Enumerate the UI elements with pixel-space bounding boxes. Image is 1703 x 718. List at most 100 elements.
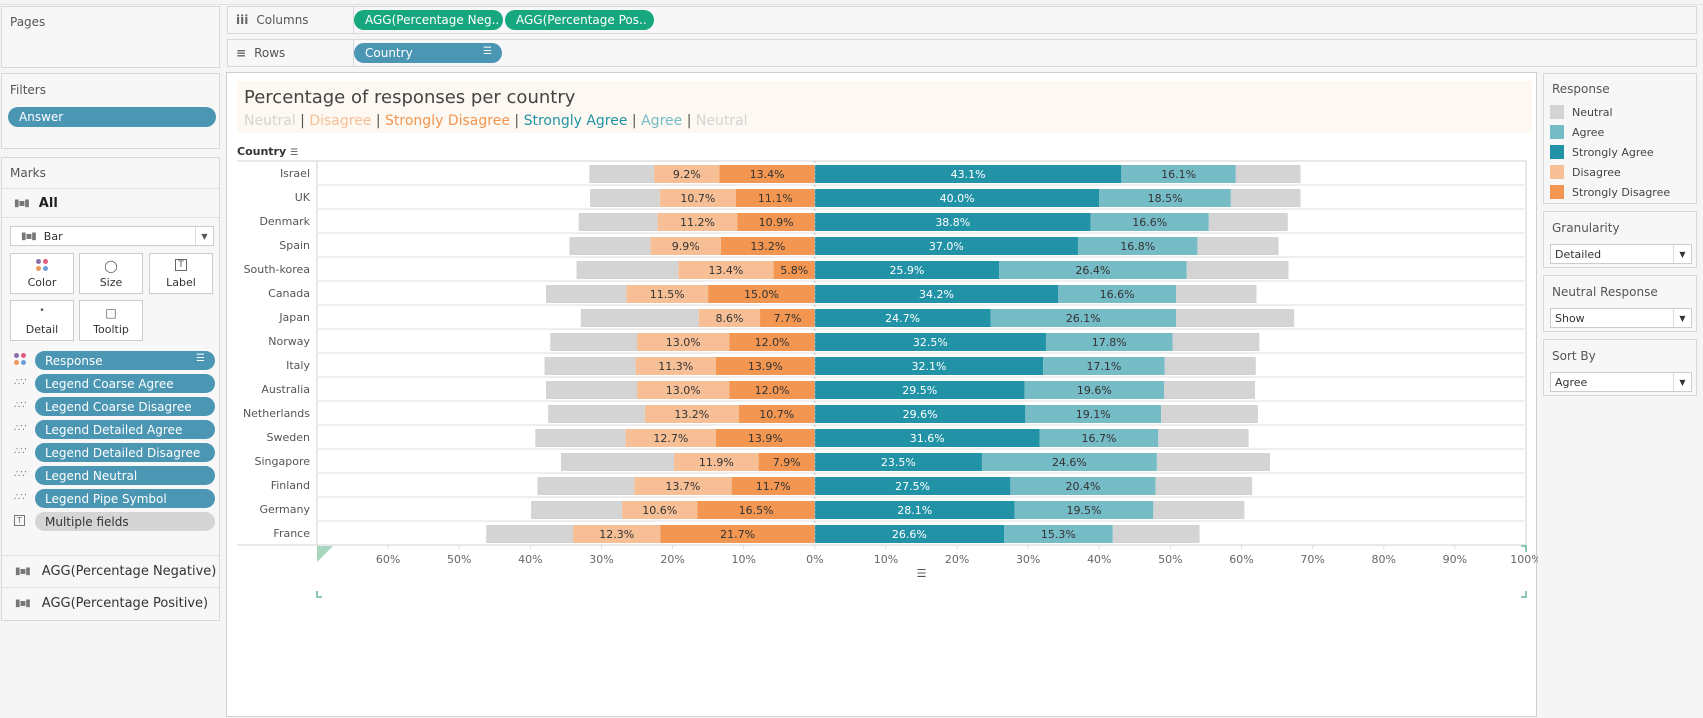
bar-segment-neutral[interactable] bbox=[569, 237, 651, 255]
bar-segment-strongly-disagree[interactable] bbox=[715, 357, 815, 375]
bar-segment-strongly-disagree[interactable] bbox=[715, 429, 815, 447]
bar-segment-disagree[interactable] bbox=[573, 525, 661, 543]
bar-segment-neutral[interactable] bbox=[1155, 477, 1253, 495]
country-label[interactable]: Norway bbox=[268, 335, 310, 348]
bar-segment-strongly-disagree[interactable] bbox=[738, 405, 815, 423]
tooltip-button[interactable]: □ Tooltip bbox=[79, 300, 143, 341]
bar-segment-strongly-disagree[interactable] bbox=[731, 477, 815, 495]
bar-segment-strongly-agree[interactable] bbox=[814, 429, 1040, 447]
country-label[interactable]: UK bbox=[295, 191, 311, 204]
bar-segment-strongly-agree[interactable] bbox=[814, 285, 1059, 303]
mark-type-dropdown[interactable]: ▮▪▮ Bar ▼ bbox=[10, 226, 214, 246]
bar-segment-agree[interactable] bbox=[1024, 381, 1165, 399]
country-label[interactable]: South-korea bbox=[244, 263, 310, 276]
pages-shelf[interactable]: Pages bbox=[1, 6, 220, 68]
country-label[interactable]: Japan bbox=[278, 311, 310, 324]
sort-by-select[interactable]: Agree ▼ bbox=[1550, 372, 1692, 392]
bar-segment-neutral[interactable] bbox=[535, 429, 626, 447]
filters-shelf[interactable]: Filters Answer bbox=[1, 73, 220, 149]
bar-segment-neutral[interactable] bbox=[580, 309, 699, 327]
bar-segment-agree[interactable] bbox=[1043, 357, 1165, 375]
country-label[interactable]: Denmark bbox=[259, 215, 310, 228]
legend-item-neutral[interactable]: Neutral bbox=[1550, 103, 1613, 121]
bar-segment-neutral[interactable] bbox=[1172, 333, 1260, 351]
bar-segment-strongly-disagree[interactable] bbox=[660, 525, 815, 543]
bar-segment-neutral[interactable] bbox=[1186, 261, 1289, 279]
bar-segment-strongly-disagree[interactable] bbox=[737, 213, 815, 231]
chevron-down-icon[interactable]: ▼ bbox=[1673, 373, 1691, 391]
bar-segment-neutral[interactable] bbox=[486, 525, 574, 543]
marks-field-response[interactable]: Response ☰ bbox=[12, 351, 216, 371]
bar-segment-disagree[interactable] bbox=[637, 381, 730, 399]
legend-item-strongly-disagree[interactable]: Strongly Disagree bbox=[1550, 183, 1670, 201]
bar-segment-disagree[interactable] bbox=[637, 333, 730, 351]
size-button[interactable]: ◯ Size bbox=[79, 253, 143, 294]
country-label[interactable]: Italy bbox=[286, 359, 310, 372]
bar-segment-agree[interactable] bbox=[1010, 477, 1156, 495]
bar-segment-neutral[interactable] bbox=[589, 165, 655, 183]
country-label[interactable]: Canada bbox=[268, 287, 310, 300]
bar-segment-strongly-disagree[interactable] bbox=[720, 237, 815, 255]
bar-segment-disagree[interactable] bbox=[650, 237, 721, 255]
bar-segment-disagree[interactable] bbox=[622, 501, 698, 519]
detail-button[interactable]: • Detail bbox=[10, 300, 74, 341]
marks-all-tab[interactable]: ▮▪▮ All bbox=[2, 188, 219, 218]
bar-segment-agree[interactable] bbox=[1003, 525, 1113, 543]
legend-item-disagree[interactable]: Disagree bbox=[1550, 163, 1621, 181]
rows-pill-country[interactable]: Country ☰ bbox=[354, 43, 502, 63]
chevron-down-icon[interactable]: ▼ bbox=[1673, 245, 1691, 263]
bar-segment-neutral[interactable] bbox=[531, 501, 623, 519]
bar-segment-agree[interactable] bbox=[981, 453, 1157, 471]
bar-segment-neutral[interactable] bbox=[578, 213, 658, 231]
bar-segment-neutral[interactable] bbox=[1197, 237, 1279, 255]
bar-segment-neutral[interactable] bbox=[560, 453, 675, 471]
sort-descending-icon[interactable]: ☰ bbox=[483, 46, 492, 57]
bar-segment-disagree[interactable] bbox=[674, 453, 759, 471]
bar-segment-disagree[interactable] bbox=[626, 285, 709, 303]
bar-segment-disagree[interactable] bbox=[644, 405, 739, 423]
bar-segment-strongly-agree[interactable] bbox=[814, 189, 1100, 207]
bar-segment-disagree[interactable] bbox=[657, 213, 738, 231]
marks-field-legend-pipe-symbol[interactable]: ∴∵ Legend Pipe Symbol bbox=[12, 489, 216, 509]
country-label[interactable]: Sweden bbox=[267, 431, 310, 444]
columns-pill-percentage-negative[interactable]: AGG(Percentage Neg.. bbox=[354, 10, 503, 30]
bar-segment-strongly-agree[interactable] bbox=[814, 381, 1025, 399]
columns-pill-percentage-positive[interactable]: AGG(Percentage Pos.. bbox=[505, 10, 654, 30]
bar-segment-neutral[interactable] bbox=[1164, 381, 1256, 399]
field-pill[interactable]: Multiple fields bbox=[35, 512, 215, 531]
bar-segment-neutral[interactable] bbox=[1153, 501, 1245, 519]
bar-segment-strongly-disagree[interactable] bbox=[758, 453, 815, 471]
bar-segment-strongly-agree[interactable] bbox=[814, 165, 1122, 183]
bar-segment-strongly-agree[interactable] bbox=[814, 237, 1078, 255]
country-label[interactable]: Germany bbox=[259, 503, 310, 516]
bar-segment-neutral[interactable] bbox=[1176, 309, 1295, 327]
bar-segment-neutral[interactable] bbox=[548, 405, 645, 423]
bar-segment-disagree[interactable] bbox=[634, 477, 732, 495]
granularity-select[interactable]: Detailed ▼ bbox=[1550, 244, 1692, 264]
bar-segment-neutral[interactable] bbox=[545, 285, 627, 303]
bar-segment-strongly-disagree[interactable] bbox=[719, 165, 815, 183]
bar-segment-strongly-agree[interactable] bbox=[814, 333, 1046, 351]
bar-segment-neutral[interactable] bbox=[1230, 189, 1301, 207]
filter-pill-answer[interactable]: Answer bbox=[8, 107, 216, 127]
field-pill[interactable]: Legend Neutral bbox=[35, 466, 215, 485]
bar-segment-agree[interactable] bbox=[999, 261, 1187, 279]
bar-segment-neutral[interactable] bbox=[1161, 405, 1258, 423]
bar-segment-strongly-agree[interactable] bbox=[814, 261, 1000, 279]
bar-segment-neutral[interactable] bbox=[1235, 165, 1301, 183]
bar-segment-agree[interactable] bbox=[1121, 165, 1236, 183]
country-label[interactable]: Finland bbox=[271, 479, 310, 492]
bar-segment-disagree[interactable] bbox=[659, 189, 736, 207]
bar-segment-disagree[interactable] bbox=[698, 309, 761, 327]
bar-segment-strongly-agree[interactable] bbox=[814, 477, 1011, 495]
bar-segment-disagree[interactable] bbox=[678, 261, 774, 279]
label-button[interactable]: T Label bbox=[149, 253, 213, 294]
bar-segment-neutral[interactable] bbox=[1164, 357, 1256, 375]
bar-segment-neutral[interactable] bbox=[1176, 285, 1257, 303]
field-pill[interactable]: Legend Coarse Agree bbox=[35, 374, 215, 393]
bar-segment-agree[interactable] bbox=[1077, 237, 1198, 255]
bar-segment-neutral[interactable] bbox=[1158, 429, 1249, 447]
bar-segment-agree[interactable] bbox=[1014, 501, 1154, 519]
bar-segment-strongly-agree[interactable] bbox=[814, 357, 1044, 375]
field-pill[interactable]: Legend Pipe Symbol bbox=[35, 489, 215, 508]
